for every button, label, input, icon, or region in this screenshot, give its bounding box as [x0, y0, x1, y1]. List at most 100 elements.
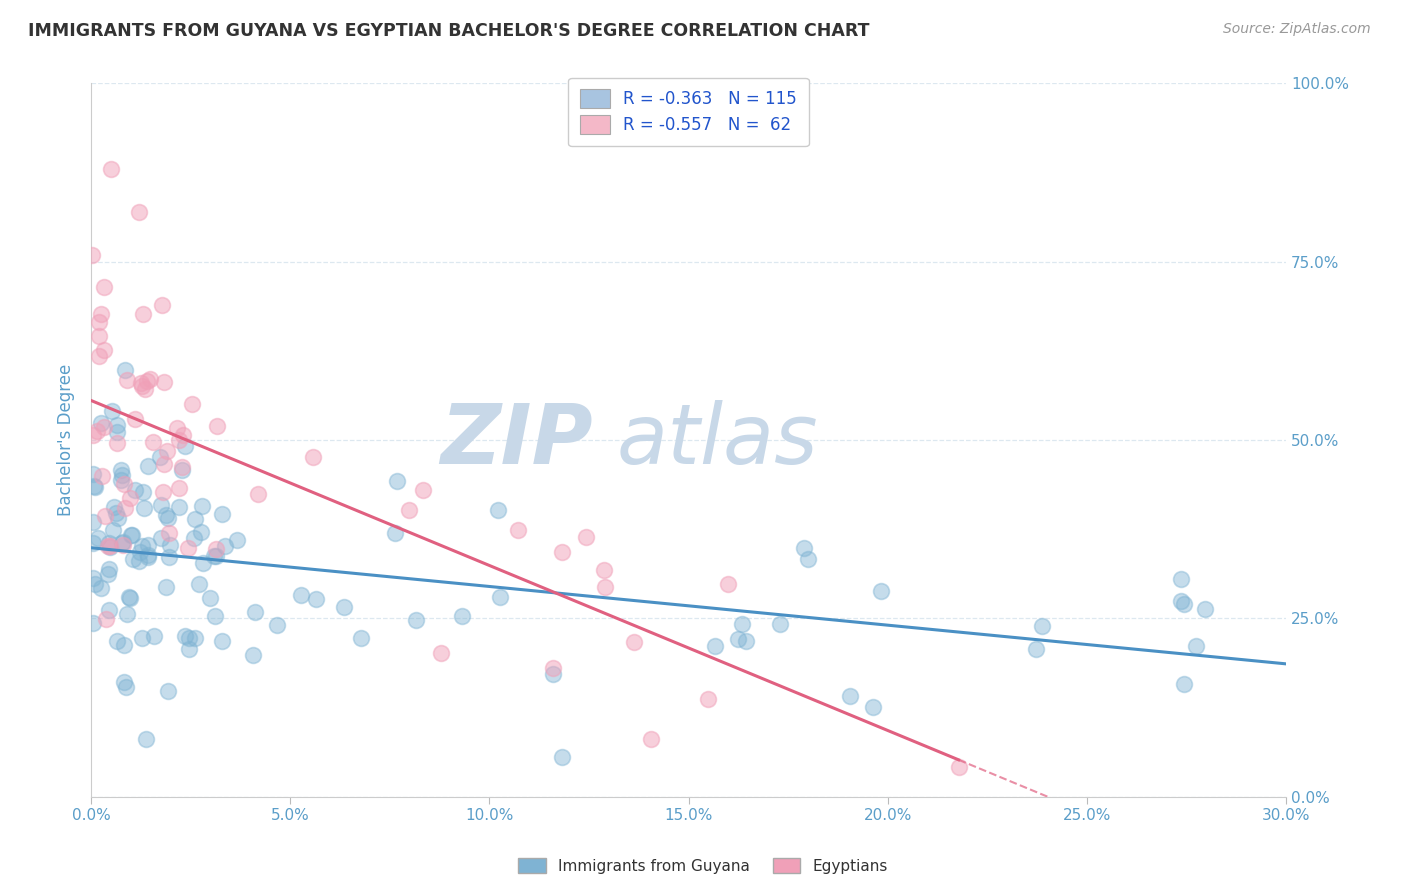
Point — [134, 382, 156, 396]
Point — [105, 425, 128, 440]
Point — [82, 616, 104, 631]
Point — [167, 500, 190, 514]
Point — [136, 459, 159, 474]
Point — [87, 315, 110, 329]
Point — [593, 580, 616, 594]
Point — [93, 343, 115, 358]
Point — [226, 533, 249, 547]
Point — [489, 590, 512, 604]
Point — [97, 603, 120, 617]
Point — [84, 577, 107, 591]
Point — [167, 481, 190, 495]
Point — [541, 666, 564, 681]
Point — [82, 515, 104, 529]
Point — [183, 631, 205, 645]
Point — [153, 457, 176, 471]
Point — [412, 483, 434, 498]
Point — [110, 463, 132, 477]
Point — [91, 468, 114, 483]
Point — [541, 661, 564, 675]
Point — [98, 540, 121, 554]
Point — [110, 467, 132, 482]
Point — [124, 412, 146, 426]
Point — [703, 639, 725, 653]
Point — [131, 539, 153, 553]
Point — [769, 617, 792, 632]
Point — [430, 646, 453, 660]
Point — [97, 567, 120, 582]
Point — [87, 349, 110, 363]
Point — [105, 634, 128, 648]
Point — [205, 419, 228, 434]
Point — [83, 479, 105, 493]
Point — [247, 487, 270, 501]
Point — [101, 404, 124, 418]
Point — [87, 531, 110, 545]
Point — [152, 485, 174, 500]
Point — [506, 523, 529, 537]
Point — [184, 512, 207, 526]
Point — [98, 540, 121, 554]
Point — [245, 606, 267, 620]
Point — [214, 540, 236, 554]
Point — [797, 552, 820, 566]
Point — [839, 689, 862, 703]
Text: atlas: atlas — [617, 400, 818, 481]
Point — [173, 439, 195, 453]
Point — [111, 535, 134, 549]
Point — [948, 760, 970, 774]
Point — [111, 538, 134, 552]
Point — [86, 424, 108, 438]
Point — [177, 541, 200, 555]
Point — [111, 535, 134, 549]
Text: IMMIGRANTS FROM GUYANA VS EGYPTIAN BACHELOR'S DEGREE CORRELATION CHART: IMMIGRANTS FROM GUYANA VS EGYPTIAN BACHE… — [28, 22, 870, 40]
Point — [1025, 641, 1047, 656]
Point — [105, 435, 128, 450]
Point — [114, 363, 136, 377]
Point — [90, 416, 112, 430]
Point — [136, 539, 159, 553]
Point — [128, 545, 150, 559]
Point — [94, 509, 117, 524]
Point — [640, 732, 662, 747]
Point — [153, 375, 176, 389]
Point — [112, 638, 135, 652]
Text: ZIP: ZIP — [440, 400, 593, 481]
Point — [114, 500, 136, 515]
Point — [135, 732, 157, 747]
Point — [122, 551, 145, 566]
Point — [862, 700, 884, 714]
Point — [290, 588, 312, 602]
Y-axis label: Bachelor's Degree: Bachelor's Degree — [58, 364, 75, 516]
Point — [179, 631, 201, 645]
Point — [98, 536, 121, 550]
Point — [120, 491, 142, 505]
Point — [98, 562, 121, 576]
Point — [115, 607, 138, 621]
Point — [302, 450, 325, 465]
Point — [204, 609, 226, 624]
Point — [405, 613, 427, 627]
Point — [486, 503, 509, 517]
Point — [93, 280, 115, 294]
Point — [89, 329, 111, 343]
Point — [157, 526, 180, 541]
Point — [156, 444, 179, 458]
Point — [385, 474, 408, 488]
Point — [211, 634, 233, 648]
Point — [450, 609, 472, 624]
Point — [1173, 677, 1195, 691]
Point — [110, 473, 132, 487]
Point — [384, 526, 406, 541]
Point — [128, 553, 150, 567]
Point — [398, 503, 420, 517]
Point — [97, 540, 120, 554]
Point — [112, 674, 135, 689]
Point — [90, 307, 112, 321]
Point — [112, 477, 135, 491]
Point — [82, 428, 104, 442]
Point — [205, 542, 228, 557]
Legend: R = -0.363   N = 115, R = -0.557   N =  62: R = -0.363 N = 115, R = -0.557 N = 62 — [568, 78, 808, 146]
Point — [202, 549, 225, 563]
Point — [135, 374, 157, 388]
